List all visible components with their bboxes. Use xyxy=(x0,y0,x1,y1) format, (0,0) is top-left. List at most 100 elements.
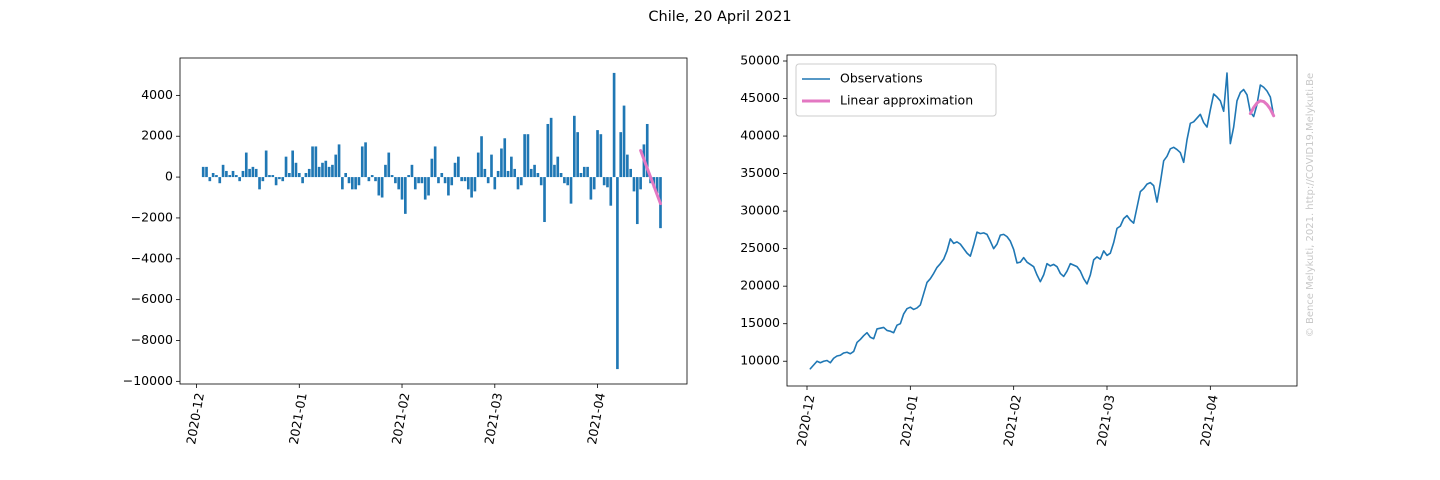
bar xyxy=(251,166,255,178)
bar xyxy=(327,166,331,178)
bar xyxy=(513,168,517,178)
bar xyxy=(539,177,543,186)
bar xyxy=(334,154,338,178)
bar xyxy=(288,172,291,178)
bar xyxy=(387,152,391,178)
bar xyxy=(384,164,387,178)
figure-title: Chile, 20 April 2021 xyxy=(648,9,791,25)
y-tick-label: −6000 xyxy=(131,291,173,306)
y-tick-label: 45000 xyxy=(740,90,780,105)
bar xyxy=(205,166,208,178)
bar xyxy=(556,156,560,178)
bar xyxy=(486,177,490,184)
bar xyxy=(337,144,341,178)
bar xyxy=(632,177,636,192)
bar xyxy=(480,136,483,178)
legend-label: Observations xyxy=(840,71,923,86)
bar xyxy=(566,177,570,186)
y-tick-label: −10000 xyxy=(123,373,173,388)
bar xyxy=(344,172,348,178)
bar xyxy=(622,105,626,178)
bar xyxy=(496,170,500,178)
bar xyxy=(612,72,616,178)
bar xyxy=(519,177,523,186)
bar xyxy=(645,123,649,178)
bar xyxy=(271,175,275,178)
y-tick-label: 2000 xyxy=(141,128,173,143)
legend-label: Linear approximation xyxy=(840,93,973,108)
bar xyxy=(254,168,258,178)
bar xyxy=(301,177,304,184)
y-tick-label: 50000 xyxy=(740,53,780,68)
bar xyxy=(400,177,404,200)
y-tick-label: −4000 xyxy=(131,250,173,265)
bar xyxy=(523,134,526,178)
y-tick-label: 4000 xyxy=(141,87,173,102)
bar xyxy=(417,177,420,184)
bar xyxy=(533,164,536,178)
bar xyxy=(235,175,238,178)
bar xyxy=(609,177,613,206)
bar xyxy=(367,177,371,182)
axes-frame xyxy=(179,57,688,385)
bar xyxy=(569,177,573,204)
bar xyxy=(440,172,444,178)
bar xyxy=(596,130,599,178)
bar xyxy=(211,172,215,178)
bar xyxy=(529,168,533,178)
bar xyxy=(317,166,321,178)
bar xyxy=(231,170,235,178)
y-tick-label: 20000 xyxy=(740,278,780,293)
bar xyxy=(553,164,556,178)
y-tick-label: 10000 xyxy=(740,353,780,368)
bar xyxy=(476,152,480,178)
bar xyxy=(241,170,245,178)
bar xyxy=(261,177,265,182)
bar xyxy=(321,162,324,178)
bar xyxy=(516,177,520,190)
y-tick-label: 35000 xyxy=(740,165,780,180)
bar xyxy=(264,150,268,178)
y-tick-label: 25000 xyxy=(740,240,780,255)
bar xyxy=(347,177,351,184)
bar xyxy=(582,166,586,178)
bar xyxy=(463,177,467,182)
bar xyxy=(443,177,447,184)
bar xyxy=(370,175,374,178)
bar xyxy=(466,177,470,190)
bar xyxy=(437,177,440,184)
bar xyxy=(357,177,361,186)
bar xyxy=(278,177,281,180)
bar xyxy=(341,177,344,190)
bar xyxy=(546,123,550,178)
bar xyxy=(248,168,251,178)
axes-frame xyxy=(786,54,1298,387)
bar xyxy=(549,117,553,178)
bar xyxy=(543,177,546,223)
bar xyxy=(655,177,659,194)
bar xyxy=(258,177,261,190)
y-tick-label: 0 xyxy=(165,169,173,184)
bar xyxy=(433,146,437,178)
bar xyxy=(307,168,311,178)
bar xyxy=(404,177,407,214)
bar xyxy=(586,166,589,178)
bar xyxy=(526,134,530,178)
bar xyxy=(377,177,381,196)
bar xyxy=(447,177,450,196)
bar xyxy=(324,160,328,178)
bar xyxy=(635,177,639,225)
bar xyxy=(573,115,576,178)
watermark: © Bence Melykuti, 2021. http://COVID19.M… xyxy=(1305,73,1316,337)
bar xyxy=(460,177,463,182)
y-tick-label: 15000 xyxy=(740,315,780,330)
bar xyxy=(503,138,507,178)
bar xyxy=(639,177,642,190)
bar xyxy=(470,177,473,198)
bar xyxy=(493,177,497,190)
bar xyxy=(599,134,603,178)
bar xyxy=(490,154,493,178)
bar xyxy=(397,177,401,190)
